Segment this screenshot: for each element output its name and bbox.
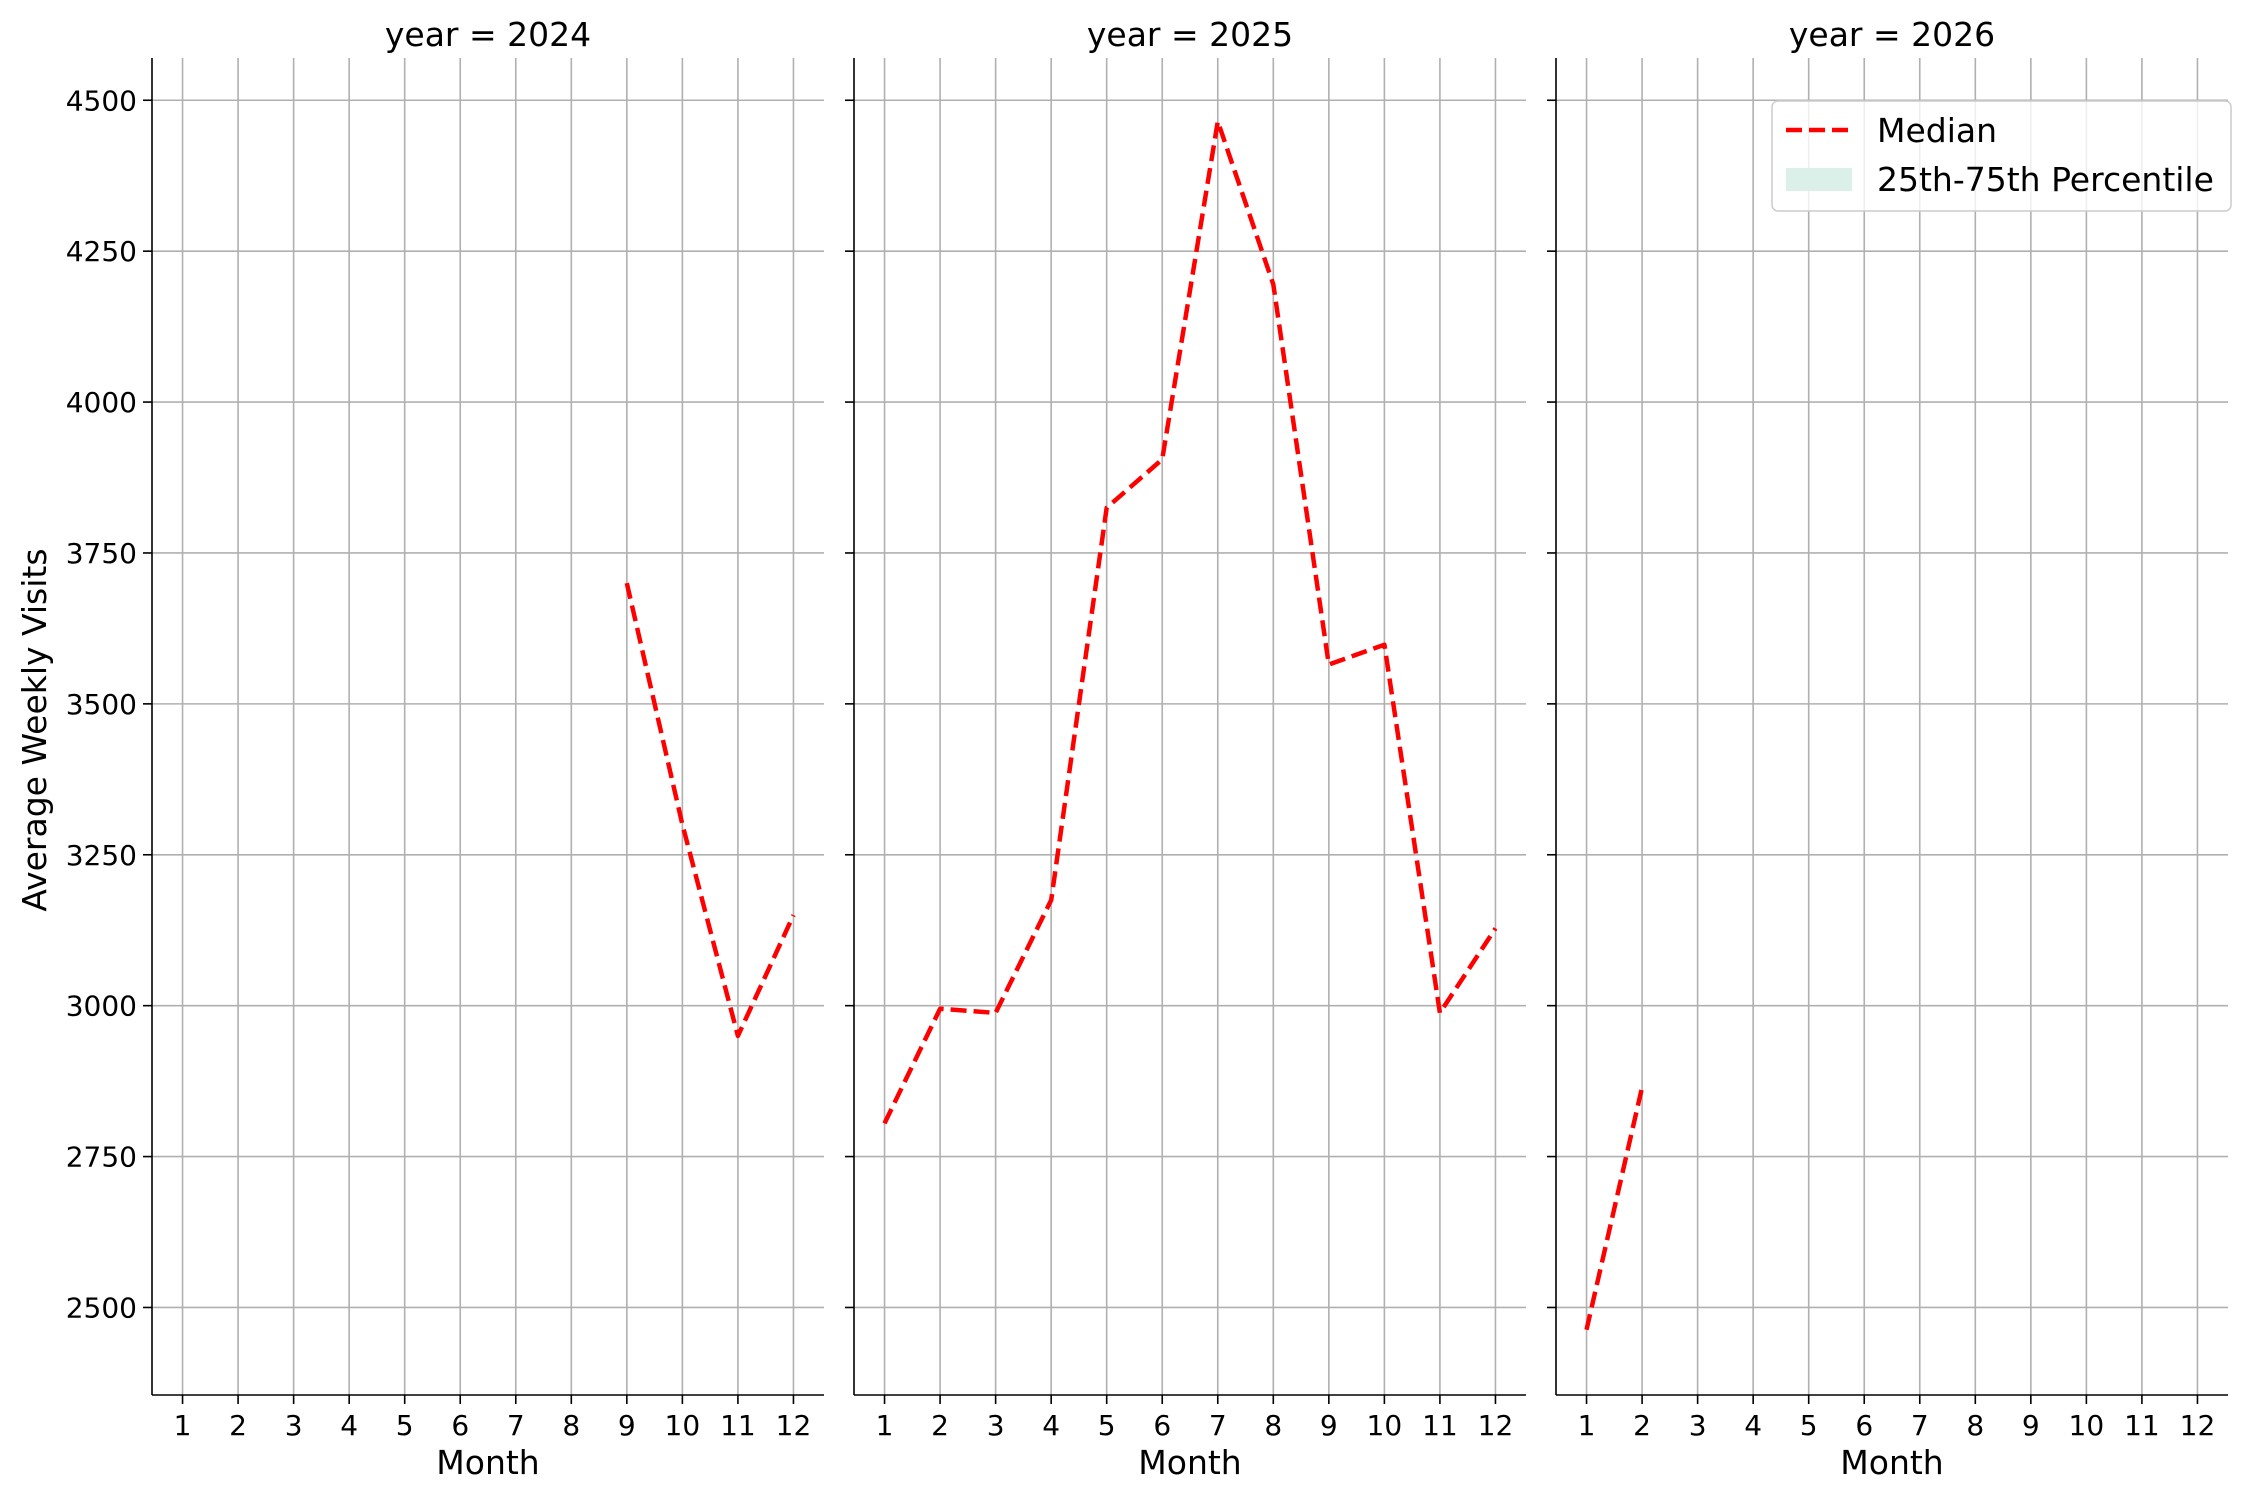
- x-tick-label: 3: [1689, 1409, 1707, 1442]
- legend-band-label: 25th-75th Percentile: [1877, 160, 2214, 199]
- median-line: [885, 121, 1496, 1123]
- y-tick-label: 4500: [66, 84, 137, 117]
- x-tick-label: 8: [562, 1409, 580, 1442]
- x-tick-label: 3: [987, 1409, 1005, 1442]
- y-tick-label: 3000: [66, 990, 137, 1023]
- x-axis-label: Month: [436, 1443, 539, 1482]
- y-tick-label: 3500: [66, 688, 137, 721]
- x-tick-label: 7: [1911, 1409, 1929, 1442]
- x-tick-label: 4: [1042, 1409, 1060, 1442]
- x-tick-label: 12: [2180, 1409, 2216, 1442]
- x-tick-label: 10: [1367, 1409, 1403, 1442]
- x-tick-label: 7: [1209, 1409, 1227, 1442]
- x-tick-label: 4: [1744, 1409, 1762, 1442]
- y-tick-label: 4250: [66, 235, 137, 268]
- x-tick-label: 4: [340, 1409, 358, 1442]
- y-tick-label: 4000: [66, 386, 137, 419]
- x-tick-label: 1: [876, 1409, 894, 1442]
- x-tick-label: 8: [1264, 1409, 1282, 1442]
- x-tick-label: 2: [931, 1409, 949, 1442]
- x-tick-label: 12: [776, 1409, 812, 1442]
- median-line: [627, 583, 794, 1036]
- x-tick-label: 8: [1966, 1409, 1984, 1442]
- x-tick-label: 1: [174, 1409, 192, 1442]
- panel-title: year = 2025: [1087, 15, 1293, 54]
- x-tick-label: 6: [451, 1409, 469, 1442]
- x-tick-label: 7: [507, 1409, 525, 1442]
- x-axis-label: Month: [1138, 1443, 1241, 1482]
- legend: Median 25th-75th Percentile: [1772, 101, 2231, 211]
- y-axis-label: Average Weekly Visits: [15, 548, 54, 911]
- x-tick-label: 6: [1153, 1409, 1171, 1442]
- y-tick-label: 3250: [66, 839, 137, 872]
- x-axis-label: Month: [1840, 1443, 1943, 1482]
- x-tick-label: 11: [2124, 1409, 2160, 1442]
- x-tick-label: 1: [1578, 1409, 1596, 1442]
- legend-median-label: Median: [1877, 111, 1997, 150]
- x-tick-label: 2: [229, 1409, 247, 1442]
- x-tick-label: 11: [1422, 1409, 1458, 1442]
- x-tick-label: 5: [396, 1409, 414, 1442]
- x-tick-label: 6: [1855, 1409, 1873, 1442]
- x-tick-label: 3: [285, 1409, 303, 1442]
- x-tick-label: 10: [2069, 1409, 2105, 1442]
- x-tick-label: 5: [1098, 1409, 1116, 1442]
- panel-title: year = 2024: [385, 15, 591, 54]
- x-tick-label: 9: [2022, 1409, 2040, 1442]
- x-tick-label: 12: [1478, 1409, 1514, 1442]
- y-tick-label: 2750: [66, 1141, 137, 1174]
- median-line: [1587, 1087, 1643, 1330]
- x-tick-label: 9: [1320, 1409, 1338, 1442]
- y-tick-label: 2500: [66, 1291, 137, 1324]
- x-tick-label: 9: [618, 1409, 636, 1442]
- panel-title: year = 2026: [1789, 15, 1995, 54]
- x-tick-label: 2: [1633, 1409, 1651, 1442]
- legend-band-swatch: [1786, 168, 1852, 191]
- y-tick-label: 3750: [66, 537, 137, 570]
- x-tick-label: 5: [1800, 1409, 1818, 1442]
- x-tick-label: 11: [720, 1409, 756, 1442]
- x-tick-label: 10: [665, 1409, 701, 1442]
